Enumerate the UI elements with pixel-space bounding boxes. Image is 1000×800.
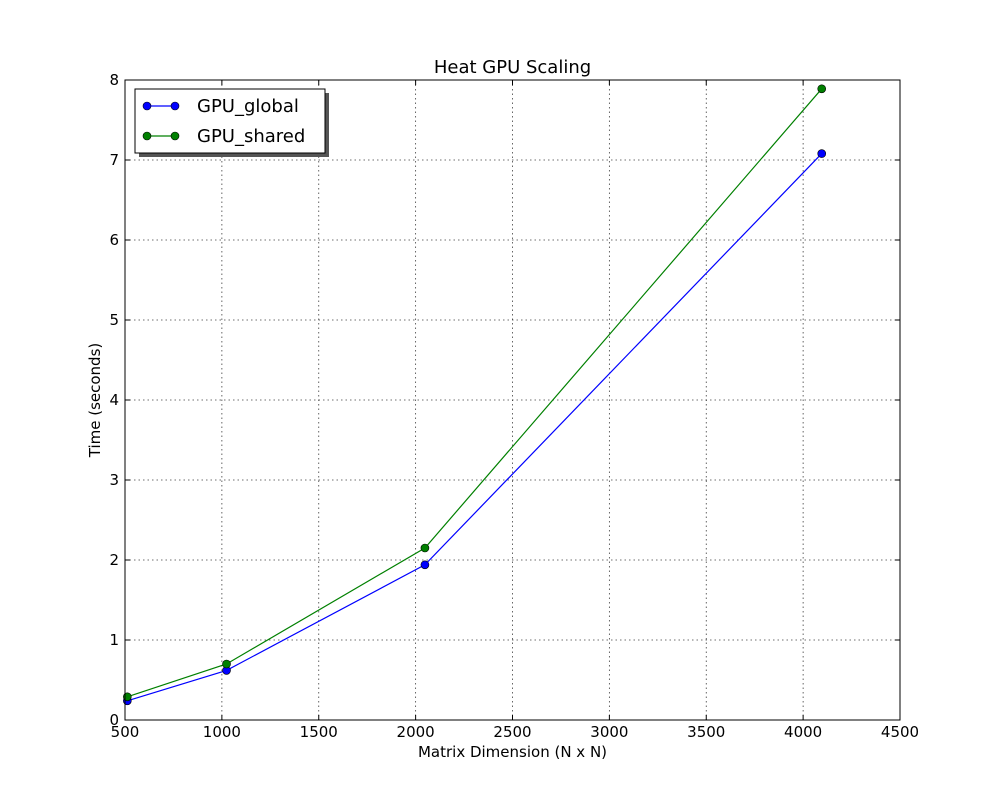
data-point	[817, 149, 827, 158]
y-tick-label: 4	[109, 391, 119, 409]
chart-title: Heat GPU Scaling	[434, 57, 591, 78]
y-tick-label: 3	[109, 471, 119, 489]
x-tick-label: 4000	[784, 723, 822, 741]
series-line	[127, 88, 823, 698]
y-tick-label: 8	[109, 71, 119, 89]
legend-label: GPU_shared	[197, 126, 305, 147]
x-tick-label: 1000	[203, 723, 241, 741]
data-point	[222, 659, 231, 669]
y-tick-label: 2	[109, 551, 119, 569]
series-line	[127, 153, 823, 702]
data-point	[817, 84, 827, 94]
legend-marker	[142, 101, 152, 111]
legend: GPU_global GPU_shared	[134, 88, 329, 157]
y-tick-label: 1	[109, 631, 119, 649]
x-tick-label: 2000	[397, 723, 435, 741]
y-tick-label: 6	[109, 231, 119, 249]
x-tick-label: 2500	[493, 723, 531, 741]
x-tick-label: 500	[111, 723, 140, 741]
y-tick-label: 5	[109, 311, 119, 329]
grid-lines	[125, 80, 900, 720]
legend-item: GPU_global	[142, 96, 299, 117]
y-axis-label: Time (seconds)	[86, 343, 104, 459]
series-GPU_shared	[123, 84, 827, 702]
x-tick-label: 1500	[300, 723, 338, 741]
y-tick-label: 7	[109, 151, 119, 169]
x-axis-label: Matrix Dimension (N x N)	[418, 743, 607, 761]
legend-box	[134, 88, 326, 154]
x-tick-label: 3000	[590, 723, 628, 741]
legend-marker	[170, 131, 180, 141]
data-point	[420, 560, 430, 570]
data-point	[420, 543, 430, 553]
axis-ticks: 500 1000 1500 2000 2500 3000 3500 4000 4500 0 1 2 3 4…	[109, 71, 919, 741]
x-tick-label: 3500	[687, 723, 725, 741]
x-tick-label: 4500	[881, 723, 919, 741]
y-tick-label: 0	[109, 711, 119, 729]
legend-item: GPU_shared	[142, 126, 305, 147]
legend-label: GPU_global	[197, 96, 299, 117]
legend-marker	[142, 131, 152, 141]
series-layer	[123, 84, 827, 706]
legend-marker	[170, 101, 180, 111]
